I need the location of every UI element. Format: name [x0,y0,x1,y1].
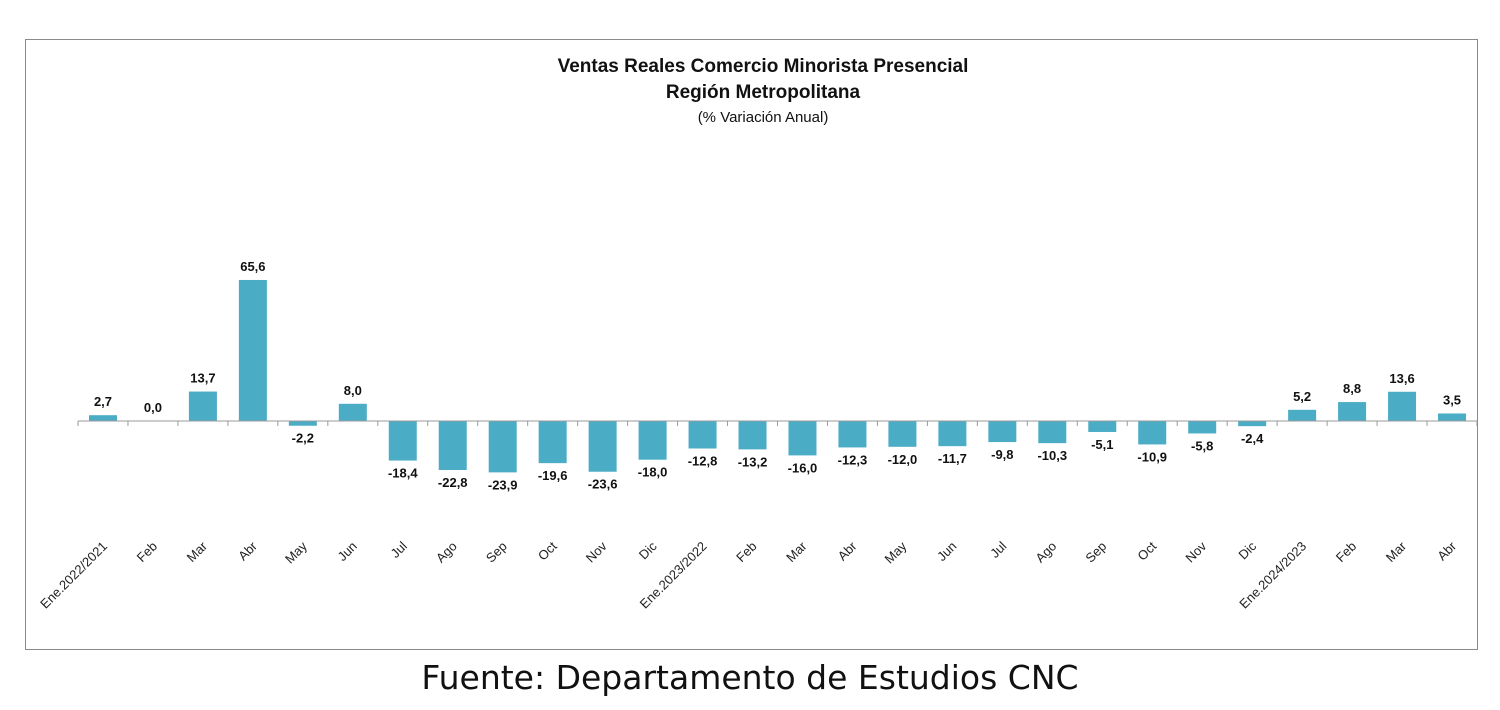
value-label: -5,1 [1091,437,1113,452]
value-label: 13,6 [1389,371,1414,386]
category-label: Ene.2022/2021 [37,539,110,612]
value-label: -23,6 [588,477,618,492]
chart-subtitle: Región Metropolitana [666,82,861,103]
value-label: -12,3 [838,452,868,467]
chart-title: Ventas Reales Comercio Minorista Presenc… [558,56,969,77]
value-label: 65,6 [240,259,265,274]
category-label: Abr [835,538,860,563]
category-label: Feb [134,539,160,565]
chart-frame: Ventas Reales Comercio Minorista Presenc… [25,39,1478,650]
value-label: 5,2 [1293,389,1311,404]
value-label: 8,0 [344,383,362,398]
category-label: Jul [388,538,410,560]
bar [788,421,817,456]
category-label: Abr [1434,538,1459,563]
bar [1438,413,1467,421]
category-label: Dic [636,538,660,562]
bar [688,421,717,449]
category-label: Mar [184,538,211,565]
value-label: -18,4 [388,466,418,481]
category-label: Feb [1333,539,1359,565]
category-labels-layer: Ene.2022/2021 Feb Mar Abr May Jun Jul Ago Sep Oct… [37,538,1459,611]
category-label: Ago [433,539,460,566]
source-note: Fuente: Departamento de Estudios CNC [421,658,1079,697]
bars-layer [88,279,1467,473]
bar [838,421,867,448]
value-label: -13,2 [738,454,768,469]
value-label: -10,9 [1137,449,1167,464]
category-label: Jun [334,539,359,564]
category-label: Abr [235,538,260,563]
category-label: Jun [934,539,959,564]
category-label: Nov [1182,538,1209,565]
bar [88,415,117,421]
bar [1088,421,1117,432]
category-label: May [882,538,910,566]
bar [388,421,417,461]
category-label: Oct [1134,538,1159,563]
bar [338,403,367,421]
value-label: -12,8 [688,454,718,469]
category-label: Mar [783,538,810,565]
ticks-layer [77,421,1477,426]
category-label: Feb [733,539,759,565]
bar [238,279,267,421]
bar [188,391,217,421]
bar [1288,409,1317,421]
bar [638,421,667,460]
bar [288,421,317,426]
value-label: 2,7 [94,394,112,409]
bar [988,421,1017,443]
category-label: Sep [1082,539,1109,566]
value-label: -23,9 [488,477,518,492]
value-label: -2,4 [1241,431,1264,446]
bar [1238,421,1267,427]
value-label: -5,8 [1191,438,1213,453]
value-labels-layer: 2,7 0,0 13,7 65,6 -2,2 8,0 -18,4 -22,8 -23,9 -19,… [94,259,1461,492]
value-label: -9,8 [991,447,1013,462]
category-label: Dic [1235,538,1259,562]
value-label: -22,8 [438,475,468,490]
chart-unit-label: (% Variación Anual) [698,109,829,126]
category-label: Jul [987,538,1009,560]
bar-chart: Ventas Reales Comercio Minorista Presenc… [37,56,1477,611]
category-label: Ago [1032,539,1059,566]
category-label: May [282,538,310,566]
bar [538,421,567,464]
bar [888,421,917,447]
bar [488,421,517,473]
value-label: -16,0 [788,460,818,475]
bar [938,421,967,447]
bar [1338,402,1367,421]
bar [1138,421,1167,445]
value-label: -18,0 [638,465,668,480]
value-label: 13,7 [190,371,215,386]
bar [588,421,617,472]
value-label: 3,5 [1443,392,1461,407]
bar [438,421,467,471]
category-label: Mar [1383,538,1410,565]
bar [1188,421,1217,434]
value-label: 0,0 [144,400,162,415]
category-label: Sep [483,539,510,566]
bar [1388,391,1417,421]
bar [738,421,767,450]
value-label: -11,7 [938,451,967,466]
value-label: 8,8 [1343,381,1361,396]
value-label: -12,0 [888,452,918,467]
value-label: -19,6 [538,468,568,483]
category-label: Nov [583,538,610,565]
bar [1038,421,1067,444]
category-label: Oct [535,538,560,563]
value-label: -10,3 [1037,448,1067,463]
value-label: -2,2 [292,431,314,446]
